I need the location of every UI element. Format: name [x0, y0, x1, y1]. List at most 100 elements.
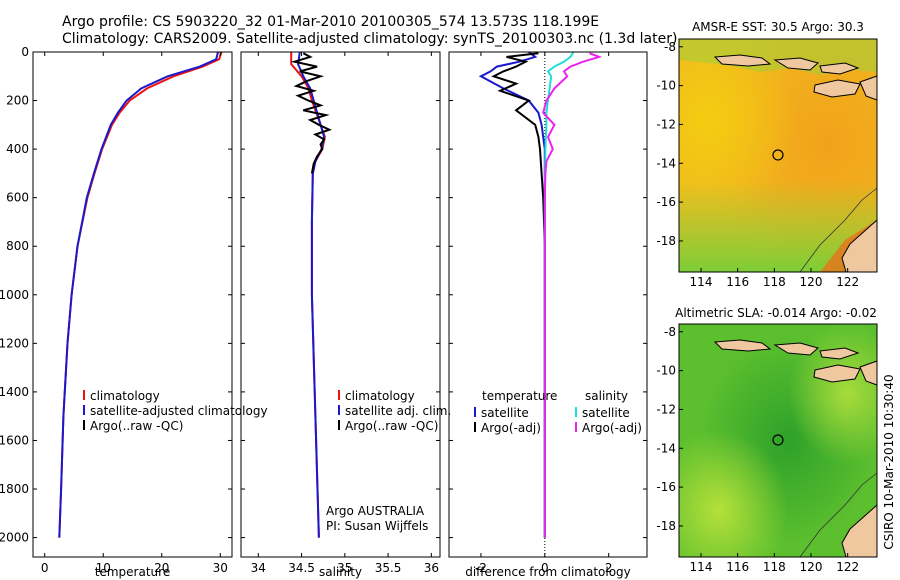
- map-y-tick-label: -12: [656, 117, 676, 131]
- map-x-tick-label: 120: [800, 560, 823, 574]
- map-y-tick-label: -8: [664, 40, 676, 54]
- legend-label: Argo(-adj): [582, 421, 642, 435]
- map-x-tick-label: 122: [836, 275, 859, 289]
- legend-label: Argo(..raw -QC): [90, 419, 183, 433]
- sst-map-title: AMSR-E SST: 30.5 Argo: 30.3: [692, 20, 864, 34]
- y-tick-label: 1800: [0, 482, 29, 496]
- legend-label: satellite: [582, 406, 630, 420]
- map-y-tick-label: -14: [656, 441, 676, 455]
- map-y-tick-label: -18: [656, 234, 676, 248]
- map-x-tick-label: 116: [726, 275, 749, 289]
- sla-map-frame: [678, 323, 878, 558]
- series-line-climatology: [58, 51, 223, 538]
- map-x-tick-label: 118: [763, 275, 786, 289]
- timestamp-label: CSIRO 10-Mar-2010 10:30:40: [882, 374, 896, 549]
- x-tick-label: 30: [213, 561, 228, 575]
- x-tick-label: -2: [475, 561, 487, 575]
- sst-islands: [713, 54, 878, 273]
- map-x-tick-label: 122: [836, 560, 859, 574]
- series-line-salinity-satellite: [543, 51, 575, 538]
- series-line-argo-raw-qc: [290, 52, 332, 174]
- y-tick-label: 0: [21, 45, 29, 59]
- x-tick-label: 2: [605, 561, 613, 575]
- x-tick-label: 34.5: [288, 561, 315, 575]
- series-line-satellite-adj-clim: [297, 51, 326, 538]
- salinity-panel: 34 34.5 35 35.5 36 salinity climatologysatelli…: [240, 51, 451, 579]
- x-axis-label: temperature: [95, 565, 170, 579]
- y-tick-label: 1400: [0, 385, 29, 399]
- y-tick-label: 400: [6, 142, 29, 156]
- sla-map: Altimetric SLA: -0.014 Argo: -0.02 114 11…: [656, 306, 878, 574]
- series-line-temperature-argo-adj: [491, 52, 546, 538]
- y-tick-label: 800: [6, 239, 29, 253]
- owner-annotation: PI: Susan Wijffels: [326, 519, 428, 533]
- header-line-1: Argo profile: CS 5903220_32 01-Mar-2010 …: [62, 14, 599, 30]
- island-lombok-bali: [713, 54, 772, 67]
- sla-argo-position-marker: [772, 434, 784, 446]
- sst-argo-position-marker: [772, 149, 784, 161]
- map-x-tick-label: 114: [690, 560, 713, 574]
- map-y-tick-label: -12: [656, 402, 676, 416]
- x-tick-label: 34: [251, 561, 266, 575]
- legend-label: Argo(-adj): [481, 421, 541, 435]
- sst-map-axes: 114 116 118 120 122 -8 -10 -12 -14 -16 -18: [656, 40, 859, 289]
- temperature-panel: 0 10 20 30 temperature 0 200 400 600 800 1000 1200 1…: [0, 45, 268, 579]
- island-sumbawa-2: [773, 342, 820, 356]
- legend-label: satellite: [481, 406, 529, 420]
- legend-header-temperature: temperature: [482, 389, 557, 403]
- y-tick-label: 200: [6, 94, 29, 108]
- x-tick-label: 36: [424, 561, 439, 575]
- sla-islands: [713, 339, 878, 558]
- map-y-tick-label: -8: [664, 325, 676, 339]
- legend-label: satellite adj. clim.: [345, 404, 451, 418]
- x-tick-label: 20: [154, 561, 169, 575]
- x-axis-label: difference from climatology: [465, 565, 631, 579]
- sla-field-high-2: [679, 324, 877, 557]
- series-line-satellite-adjusted-climatology: [58, 51, 219, 538]
- map-y-tick-label: -10: [656, 364, 676, 378]
- sst-shelf-contour: [799, 187, 878, 273]
- legend-label: Argo(..raw -QC): [345, 419, 438, 433]
- sst-map-frame: [678, 38, 878, 273]
- map-y-tick-label: -14: [656, 156, 676, 170]
- y-tick-label: 1000: [0, 288, 29, 302]
- legend-label: satellite-adjusted climatology: [90, 404, 268, 418]
- plot-frame: [448, 51, 648, 558]
- sst-map: AMSR-E SST: 30.5 Argo: 30.3 114 116 118 120…: [656, 20, 878, 289]
- plot-frame: [240, 51, 441, 558]
- y-tick-label: 600: [6, 191, 29, 205]
- map-y-tick-label: -16: [656, 480, 676, 494]
- island-flores-2: [819, 347, 860, 360]
- map-y-tick-label: -10: [656, 79, 676, 93]
- x-tick-label: 0: [541, 561, 549, 575]
- map-y-tick-label: -18: [656, 519, 676, 533]
- sla-map-axes: 114 116 118 120 122 -8 -10 -12 -14 -16 -18: [656, 325, 859, 574]
- y-tick-label: 1600: [0, 433, 29, 447]
- map-y-tick-label: -16: [656, 195, 676, 209]
- map-x-tick-label: 120: [800, 275, 823, 289]
- island-sumbawa: [773, 57, 820, 71]
- legend-label: climatology: [345, 389, 415, 403]
- island-sumba-2: [813, 364, 861, 383]
- x-tick-label: 0: [41, 561, 49, 575]
- y-tick-label: 2000: [0, 531, 29, 545]
- map-x-tick-label: 118: [763, 560, 786, 574]
- header-line-2: Climatology: CARS2009. Satellite-adjuste…: [62, 31, 677, 47]
- legend-label: climatology: [90, 389, 160, 403]
- island-lombok-bali-2: [713, 339, 772, 352]
- series-line-salinity-argo-adj: [542, 52, 603, 538]
- x-tick-label: 10: [96, 561, 111, 575]
- island-sumba: [813, 79, 861, 98]
- x-axis-label: salinity: [319, 565, 362, 579]
- owner-annotation: Argo AUSTRALIA: [326, 504, 425, 518]
- map-x-tick-label: 114: [690, 275, 713, 289]
- legend-header-salinity: salinity: [585, 389, 628, 403]
- x-tick-label: 35: [337, 561, 352, 575]
- island-flores: [819, 62, 860, 75]
- plot-frame: [32, 51, 233, 558]
- sla-map-title: Altimetric SLA: -0.014 Argo: -0.02: [675, 306, 877, 320]
- y-tick-label: 1200: [0, 336, 29, 350]
- map-x-tick-label: 116: [726, 560, 749, 574]
